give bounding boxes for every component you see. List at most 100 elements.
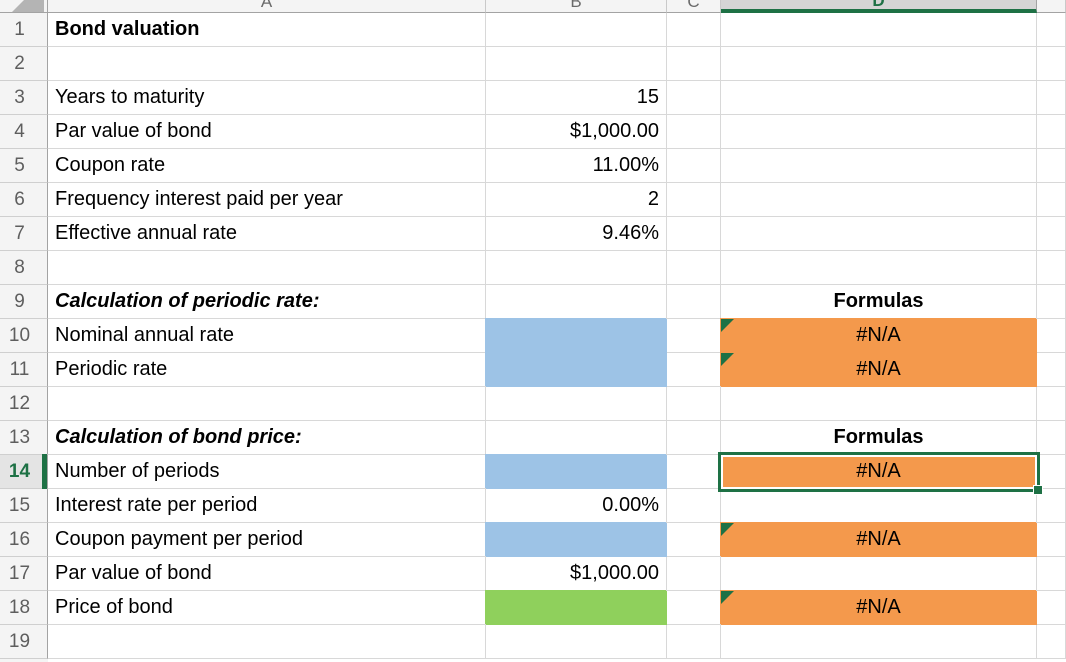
cell-B5[interactable]: 11.00% [486,149,667,183]
cell-C5[interactable] [667,149,721,183]
cell-A15[interactable]: Interest rate per period [48,489,486,523]
cell-B2[interactable] [486,47,667,81]
cell-B16[interactable] [486,523,667,557]
cell-A5[interactable]: Coupon rate [48,149,486,183]
cell-B15[interactable]: 0.00% [486,489,667,523]
cell-A1[interactable]: Bond valuation [48,13,486,47]
cell-D2[interactable] [721,47,1037,81]
cell-A10[interactable]: Nominal annual rate [48,319,486,353]
cell-D19[interactable] [721,625,1037,659]
cell-D14[interactable]: #N/A [721,455,1037,489]
cell-E12[interactable] [1037,387,1066,421]
cell-D12[interactable] [721,387,1037,421]
cell-E19[interactable] [1037,625,1066,659]
cell-E17[interactable] [1037,557,1066,591]
cell-D9[interactable]: Formulas [721,285,1037,319]
cell-C3[interactable] [667,81,721,115]
cell-E2[interactable] [1037,47,1066,81]
row-header-11[interactable]: 11 [0,353,48,387]
cell-A12[interactable] [48,387,486,421]
cell-D4[interactable] [721,115,1037,149]
cell-A7[interactable]: Effective annual rate [48,217,486,251]
cell-A18[interactable]: Price of bond [48,591,486,625]
cell-E16[interactable] [1037,523,1066,557]
fill-handle[interactable] [1033,485,1043,495]
column-header-c[interactable]: C [667,0,721,13]
cell-D10[interactable]: #N/A [721,319,1037,353]
cell-E9[interactable] [1037,285,1066,319]
row-header-5[interactable]: 5 [0,149,48,183]
cell-D15[interactable] [721,489,1037,523]
row-header-18[interactable]: 18 [0,591,48,625]
cell-E13[interactable] [1037,421,1066,455]
cell-E18[interactable] [1037,591,1066,625]
cell-C11[interactable] [667,353,721,387]
row-header-17[interactable]: 17 [0,557,48,591]
cell-C2[interactable] [667,47,721,81]
cell-B13[interactable] [486,421,667,455]
cell-E1[interactable] [1037,13,1066,47]
cell-D1[interactable] [721,13,1037,47]
cell-D7[interactable] [721,217,1037,251]
cell-A3[interactable]: Years to maturity [48,81,486,115]
cell-C6[interactable] [667,183,721,217]
cell-C14[interactable] [667,455,721,489]
cell-C4[interactable] [667,115,721,149]
cell-A9[interactable]: Calculation of periodic rate: [48,285,486,319]
cell-E8[interactable] [1037,251,1066,285]
cell-E5[interactable] [1037,149,1066,183]
cell-C18[interactable] [667,591,721,625]
row-header-1[interactable]: 1 [0,13,48,47]
cell-B7[interactable]: 9.46% [486,217,667,251]
cell-A17[interactable]: Par value of bond [48,557,486,591]
cell-B11[interactable] [486,353,667,387]
cell-C16[interactable] [667,523,721,557]
cell-D8[interactable] [721,251,1037,285]
column-header-b[interactable]: B [486,0,667,13]
cell-A4[interactable]: Par value of bond [48,115,486,149]
cell-B8[interactable] [486,251,667,285]
cell-E10[interactable] [1037,319,1066,353]
cell-C10[interactable] [667,319,721,353]
cell-B10[interactable] [486,319,667,353]
cell-E6[interactable] [1037,183,1066,217]
cell-A11[interactable]: Periodic rate [48,353,486,387]
cell-D6[interactable] [721,183,1037,217]
cell-B1[interactable] [486,13,667,47]
cell-D5[interactable] [721,149,1037,183]
cell-C15[interactable] [667,489,721,523]
cell-B12[interactable] [486,387,667,421]
row-header-16[interactable]: 16 [0,523,48,557]
cell-E7[interactable] [1037,217,1066,251]
cell-B6[interactable]: 2 [486,183,667,217]
column-header-a[interactable]: A [48,0,486,13]
row-header-14[interactable]: 14 [0,454,48,489]
row-header-12[interactable]: 12 [0,387,48,421]
row-header-19[interactable]: 19 [0,625,48,659]
cell-B17[interactable]: $1,000.00 [486,557,667,591]
cell-A19[interactable] [48,625,486,659]
cell-E3[interactable] [1037,81,1066,115]
row-header-8[interactable]: 8 [0,251,48,285]
column-header-d[interactable]: D [721,0,1037,13]
row-header-13[interactable]: 13 [0,421,48,455]
cell-A16[interactable]: Coupon payment per period [48,523,486,557]
cell-C1[interactable] [667,13,721,47]
cell-D17[interactable] [721,557,1037,591]
row-header-4[interactable]: 4 [0,115,48,149]
cell-D11[interactable]: #N/A [721,353,1037,387]
cell-A13[interactable]: Calculation of bond price: [48,421,486,455]
cell-B3[interactable]: 15 [486,81,667,115]
cell-B18[interactable] [486,591,667,625]
cell-D16[interactable]: #N/A [721,523,1037,557]
cell-C7[interactable] [667,217,721,251]
cell-D3[interactable] [721,81,1037,115]
cell-B4[interactable]: $1,000.00 [486,115,667,149]
cell-C9[interactable] [667,285,721,319]
row-header-6[interactable]: 6 [0,183,48,217]
cell-C13[interactable] [667,421,721,455]
cell-C12[interactable] [667,387,721,421]
cell-C19[interactable] [667,625,721,659]
cell-A2[interactable] [48,47,486,81]
row-header-3[interactable]: 3 [0,81,48,115]
